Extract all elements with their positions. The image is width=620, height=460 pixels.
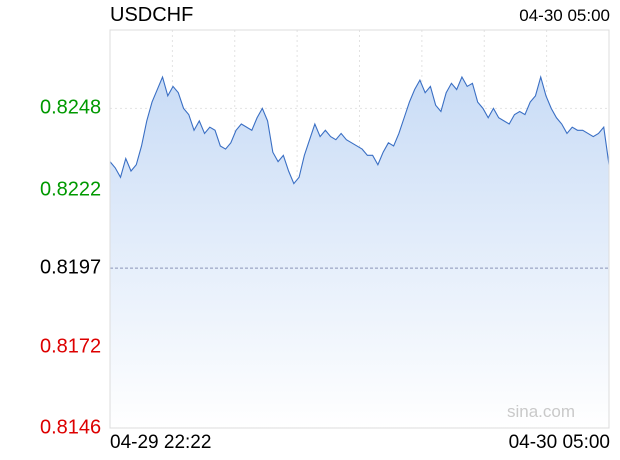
x-axis-end-label: 04-30 05:00 <box>508 432 610 453</box>
chart-title: USDCHF <box>110 4 194 26</box>
y-tick-label: 0.8146 <box>40 416 102 439</box>
price-area-fill <box>110 77 609 428</box>
y-tick-label: 0.8197 <box>40 256 102 279</box>
y-tick-label: 0.8248 <box>40 96 102 119</box>
y-tick-label: 0.8222 <box>40 178 102 201</box>
price-series-line <box>109 74 610 185</box>
chart-datetime: 04-30 05:00 <box>519 6 610 25</box>
y-tick-label: 0.8172 <box>40 335 102 358</box>
x-axis-start-label: 04-29 22:22 <box>110 432 212 453</box>
plot-frame <box>109 29 610 429</box>
source-watermark: sina.com <box>507 402 576 421</box>
